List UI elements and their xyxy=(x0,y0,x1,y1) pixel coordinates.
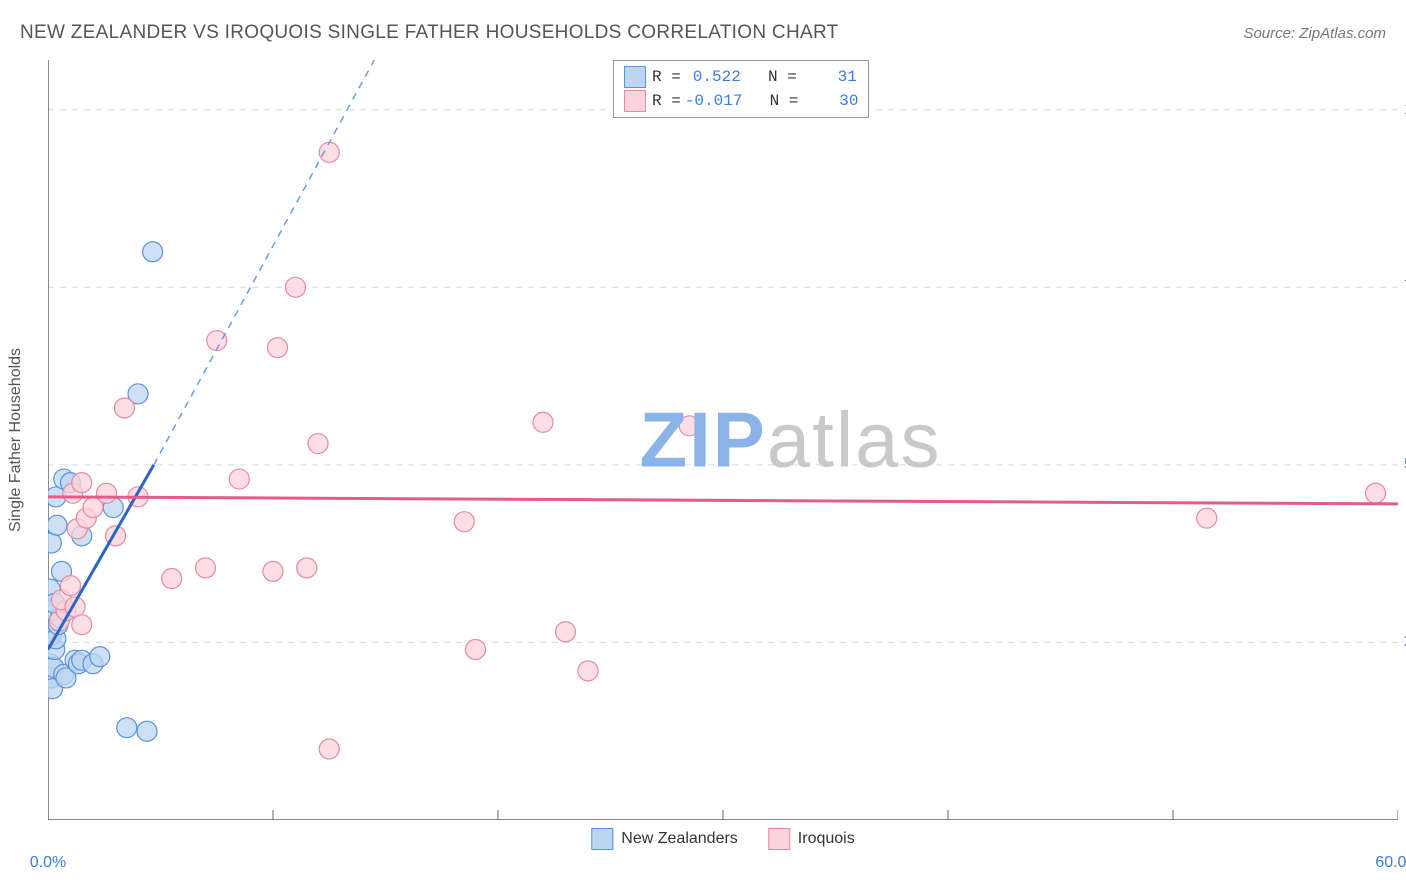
title-bar: NEW ZEALANDER VS IROQUOIS SINGLE FATHER … xyxy=(20,18,1386,48)
x-tick-label: 0.0% xyxy=(30,854,66,872)
y-axis-label: Single Father Households xyxy=(7,348,25,532)
legend-label: Iroquois xyxy=(798,830,855,848)
legend-swatch xyxy=(624,90,646,112)
x-tick-label: 60.0% xyxy=(1375,854,1406,872)
legend-swatch xyxy=(768,828,790,850)
stats-legend-row: R = 0.522 N = 31 xyxy=(624,65,858,89)
source-label: Source: ZipAtlas.com xyxy=(1243,25,1386,42)
stats-legend: R = 0.522 N = 31R = -0.017 N = 30 xyxy=(613,60,869,118)
series-legend: New Zealanders Iroquois xyxy=(591,828,854,850)
scatter-plot xyxy=(48,60,1398,820)
legend-swatch xyxy=(591,828,613,850)
legend-swatch xyxy=(624,66,646,88)
chart-area: Single Father Households 2.5%5.0%7.5%10.… xyxy=(48,60,1398,820)
legend-item: Iroquois xyxy=(768,828,855,850)
stats-legend-row: R = -0.017 N = 30 xyxy=(624,89,858,113)
legend-item: New Zealanders xyxy=(591,828,738,850)
legend-label: New Zealanders xyxy=(621,830,738,848)
chart-title: NEW ZEALANDER VS IROQUOIS SINGLE FATHER … xyxy=(20,22,839,44)
